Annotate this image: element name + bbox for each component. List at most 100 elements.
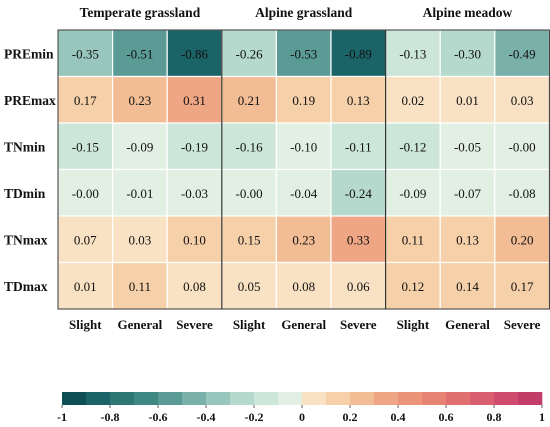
heatmap-cell [57,261,114,310]
cell-value-label: -0.89 [345,46,372,61]
heatmap-cell [57,122,114,171]
cell-value-label: -0.04 [290,186,318,201]
colorbar-bin [350,392,375,405]
heatmap-cell [166,261,223,310]
heatmap-cell [57,215,114,264]
colorbar-tick-label: -0.6 [149,410,168,424]
cell-value-label: 0.17 [74,93,97,108]
row-label: PREmax [4,93,56,108]
cell-value-label: 0.13 [347,93,370,108]
heatmap-cell [330,261,387,310]
heatmap-cell [221,261,278,310]
heatmap-cell [111,261,168,310]
group-header: Temperate grassland [80,5,201,20]
cell-value-label: 0.33 [347,232,370,247]
cell-value-label: 0.08 [183,279,206,294]
cell-value-label: 0.11 [129,279,151,294]
cell-value-label: -0.09 [399,186,426,201]
group-header: Alpine grassland [255,5,353,20]
column-label: Severe [176,317,213,332]
cell-value-label: -0.12 [399,139,426,154]
cell-value-label: -0.01 [126,186,153,201]
colorbar-bin [86,392,111,405]
colorbar-bin [278,392,303,405]
cell-value-label: 0.06 [347,279,370,294]
cell-value-label: 0.17 [511,279,534,294]
heatmap-cell [221,215,278,264]
row-label: TDmin [4,186,46,201]
cell-value-label: -0.00 [236,186,263,201]
cell-value-label: 0.14 [456,279,479,294]
group-header: Alpine meadow [423,5,513,20]
column-label: General [281,317,326,332]
cell-value-label: 0.15 [238,232,261,247]
cell-value-label: -0.53 [290,46,317,61]
colorbar-bin [470,392,495,405]
colorbar-tick-label: 0.2 [343,410,358,424]
row-label: TDmax [4,279,48,294]
cell-value-label: -0.05 [454,139,481,154]
column-label: Slight [69,317,102,332]
row-label: TNmin [4,139,46,154]
cell-value-label: 0.01 [74,279,97,294]
colorbar-bin [494,392,519,405]
cell-value-label: 0.05 [238,279,261,294]
heatmap-cell [494,168,550,217]
colorbar-tick-label: 1 [539,410,545,424]
cell-value-label: -0.07 [454,186,482,201]
cell-value-label: -0.15 [72,139,99,154]
colorbar-bin [446,392,471,405]
colorbar-tick-label: 0.8 [487,410,502,424]
heatmap-cell [494,75,550,124]
cell-value-label: -0.03 [181,186,208,201]
colorbar-bin [422,392,447,405]
heatmap-cell [57,168,114,217]
colorbar-bin [398,392,423,405]
heatmap-cell [221,122,278,171]
cell-value-label: -0.00 [509,139,536,154]
cell-value-label: 0.07 [74,232,97,247]
row-label: TNmax [4,232,48,247]
cell-value-label: 0.03 [129,232,152,247]
column-label: General [445,317,490,332]
cell-value-label: 0.31 [183,93,206,108]
column-label: Severe [340,317,377,332]
cell-value-label: 0.11 [402,232,424,247]
heatmap-cell [275,122,332,171]
colorbar-tick-label: -0.2 [245,410,264,424]
colorbar-tick-label: -0.4 [197,410,216,424]
heatmap-cell [111,29,168,78]
heatmap-cell [111,168,168,217]
heatmap-cell [494,261,550,310]
colorbar-bin [206,392,231,405]
cell-value-label: -0.26 [236,46,264,61]
cell-value-label: -0.09 [126,139,153,154]
colorbar-bin [326,392,351,405]
colorbar-tick-label: 0 [299,410,305,424]
cell-value-label: -0.08 [509,186,536,201]
row-label: PREmin [4,46,54,61]
heatmap-cell [275,75,332,124]
heatmap-cell [166,75,223,124]
heatmap-cell [494,215,550,264]
cell-value-label: 0.02 [402,93,425,108]
cell-value-label: 0.19 [292,93,315,108]
column-label: Severe [504,317,541,332]
heatmap-cell [275,261,332,310]
cell-value-label: -0.51 [126,46,153,61]
cell-value-label: 0.01 [456,93,479,108]
cell-value-label: -0.16 [236,139,264,154]
heatmap-cell [221,168,278,217]
column-label: Slight [233,317,266,332]
cell-value-label: -0.10 [290,139,317,154]
column-label: General [118,317,163,332]
colorbar-bin [134,392,159,405]
colorbar-tick-label: 0.6 [439,410,454,424]
cell-value-label: -0.35 [72,46,99,61]
heatmap-cell [439,75,496,124]
heatmap-cell [166,122,223,171]
column-label: Slight [397,317,430,332]
colorbar-bin [62,392,87,405]
cell-value-label: -0.13 [399,46,426,61]
